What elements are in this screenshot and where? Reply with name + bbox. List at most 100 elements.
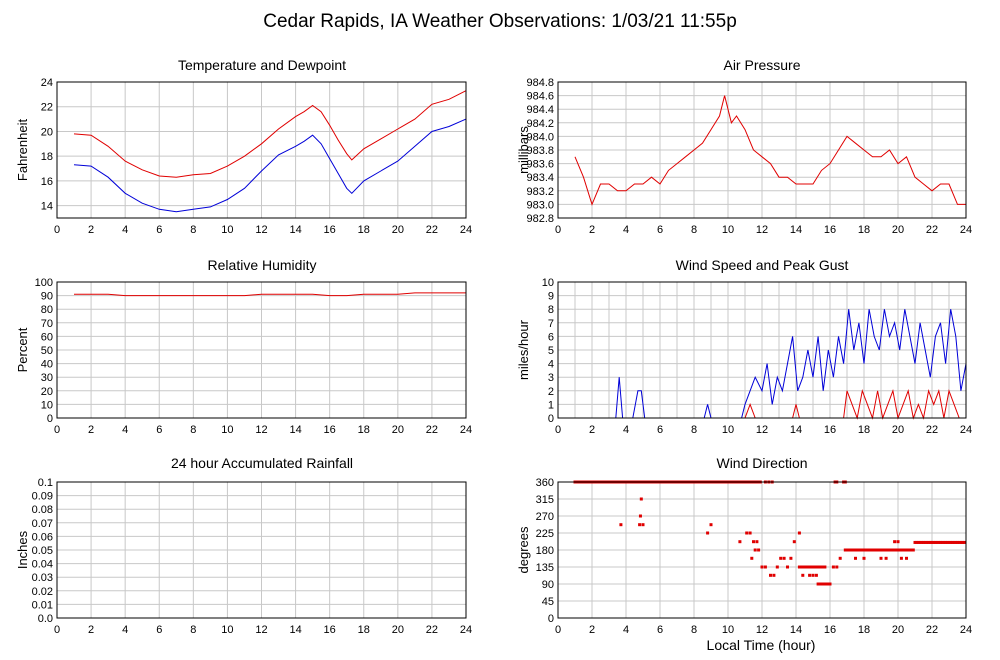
y-tick-label-rain: 0.01 [32,599,53,611]
scatter-point-wdir [825,582,829,586]
y-tick-label-rain: 0.05 [32,545,53,557]
y-tick-label-wind: 0 [548,413,554,425]
scatter-point-wdir [894,548,898,552]
scatter-point-wdir [901,548,905,552]
y-tick-label-temp: 16 [41,176,53,188]
y-tick-label-temp: 24 [41,77,53,89]
scatter-point-wdir [821,582,825,586]
x-tick-label-rh: 12 [255,424,267,436]
scatter-point-wdir [891,548,895,552]
scatter-point-wdir [835,565,839,569]
scatter-point-wdir [923,540,927,544]
scatter-point-wdir [913,540,917,544]
scatter-point-wdir [910,548,914,552]
scatter-point-wdir [763,565,767,569]
x-tick-label-pressure: 16 [824,224,836,236]
scatter-point-wdir [738,540,742,544]
scatter-point-wdir [906,548,910,552]
scatter-point-wdir [816,582,820,586]
y-axis-label-pressure: millibars [516,126,531,174]
scatter-point-wdir [848,548,852,552]
x-tick-label-wdir: 20 [892,624,904,636]
scatter-point-wdir [962,540,966,544]
scatter-point-wdir [899,556,903,560]
x-tick-label-wdir: 4 [623,624,629,636]
y-tick-label-wind: 8 [548,304,554,316]
series-line-wind-0 [575,309,967,419]
y-tick-label-wdir: 180 [536,545,554,557]
x-tick-label-wind: 6 [657,424,663,436]
scatter-point-wdir [779,556,783,560]
x-tick-label-pressure: 2 [589,224,595,236]
x-tick-label-wind: 22 [926,424,938,436]
scatter-point-wdir [864,548,868,552]
x-tick-label-wdir: 18 [858,624,870,636]
scatter-point-wdir [752,540,755,544]
plot-frame-temp [56,81,467,219]
x-tick-label-rain: 0 [54,624,60,636]
x-tick-label-wind: 4 [623,424,629,436]
x-tick-label-temp: 22 [426,224,438,236]
y-tick-label-rh: 10 [41,399,53,411]
x-tick-label-wdir: 14 [790,624,802,636]
scatter-point-wdir [922,540,925,544]
y-tick-label-rain: 0.04 [32,559,53,571]
scatter-point-wdir [898,548,902,552]
scatter-point-wdir [847,548,851,552]
scatter-point-wdir [886,548,890,552]
x-tick-label-rain: 14 [289,624,301,636]
scatter-point-wdir [947,540,951,544]
scatter-point-wdir [818,582,822,586]
panel-title-wind: Wind Speed and Peak Gust [676,257,849,273]
plot-frame-rh [56,281,467,419]
x-tick-label-temp: 6 [156,224,162,236]
x-tick-label-rain: 22 [426,624,438,636]
x-tick-label-wind: 0 [555,424,561,436]
x-tick-label-wdir: 2 [589,624,595,636]
scatter-point-wdir [823,565,827,569]
y-tick-label-wdir: 0 [548,613,554,625]
scatter-point-wdir [800,565,804,569]
scatter-point-wdir [876,548,880,552]
scatter-point-wdir [879,548,883,552]
scatter-point-wdir [619,523,623,527]
x-tick-label-temp: 8 [190,224,196,236]
x-tick-label-temp: 14 [289,224,301,236]
scatter-point-wdir [859,548,863,552]
x-tick-label-wdir: 10 [722,624,734,636]
x-tick-label-temp: 18 [358,224,370,236]
x-tick-label-rh: 22 [426,424,438,436]
x-tick-label-temp: 10 [221,224,233,236]
scatter-point-wdir [933,540,937,544]
x-tick-label-wdir: 12 [756,624,768,636]
scatter-point-wdir [826,582,830,586]
y-axis-label-rain: Inches [15,530,30,569]
scatter-point-wdir [871,548,874,552]
panel-title-pressure: Air Pressure [723,57,800,73]
panel-title-rain: 24 hour Accumulated Rainfall [171,455,353,471]
x-tick-label-pressure: 14 [790,224,802,236]
y-tick-label-wind: 10 [542,277,554,289]
y-tick-label-pressure: 984.0 [526,131,554,143]
x-tick-label-wdir: 22 [926,624,938,636]
x-tick-label-wind: 24 [960,424,972,436]
scatter-point-wdir [949,540,953,544]
scatter-point-wdir [760,565,764,569]
y-tick-label-pressure: 984.6 [526,91,554,103]
x-tick-label-rh: 16 [324,424,336,436]
x-tick-label-wind: 8 [691,424,697,436]
scatter-point-wdir [852,548,856,552]
x-tick-label-wind: 14 [790,424,802,436]
scatter-point-wdir [820,582,823,586]
y-tick-label-rain: 0.1 [38,477,53,489]
x-tick-label-rain: 10 [221,624,233,636]
scatter-point-wdir [782,556,786,560]
scatter-point-wdir [748,531,752,535]
x-tick-label-pressure: 8 [691,224,697,236]
y-tick-label-pressure: 984.2 [526,118,554,130]
x-tick-label-rh: 2 [88,424,94,436]
y-tick-label-rain: 0.0 [38,613,53,625]
y-tick-label-pressure: 983.0 [526,199,554,211]
